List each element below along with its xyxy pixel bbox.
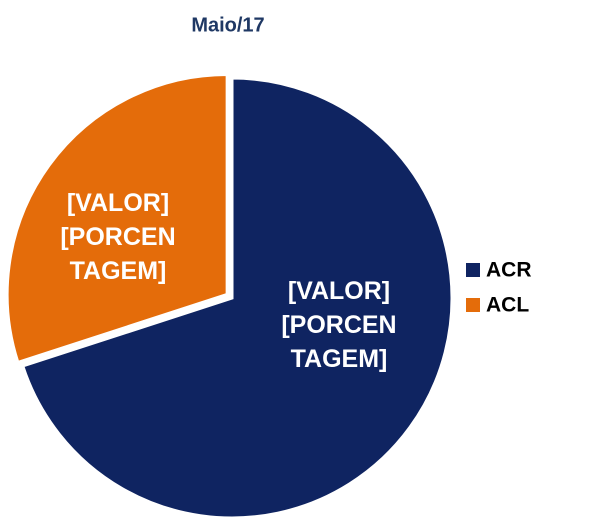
- data-label: [VALOR] [PORCENTAGEM]: [281, 276, 397, 373]
- chart-title: Maio/17: [191, 14, 264, 36]
- legend-label: ACL: [486, 294, 529, 317]
- legend-swatch: [466, 298, 480, 312]
- legend-label: ACR: [486, 259, 532, 282]
- data-label: [VALOR] [PORCENTAGEM]: [60, 189, 176, 286]
- legend-swatch: [466, 263, 480, 277]
- pie-slice: [5, 72, 229, 365]
- pie-slice: [20, 76, 454, 518]
